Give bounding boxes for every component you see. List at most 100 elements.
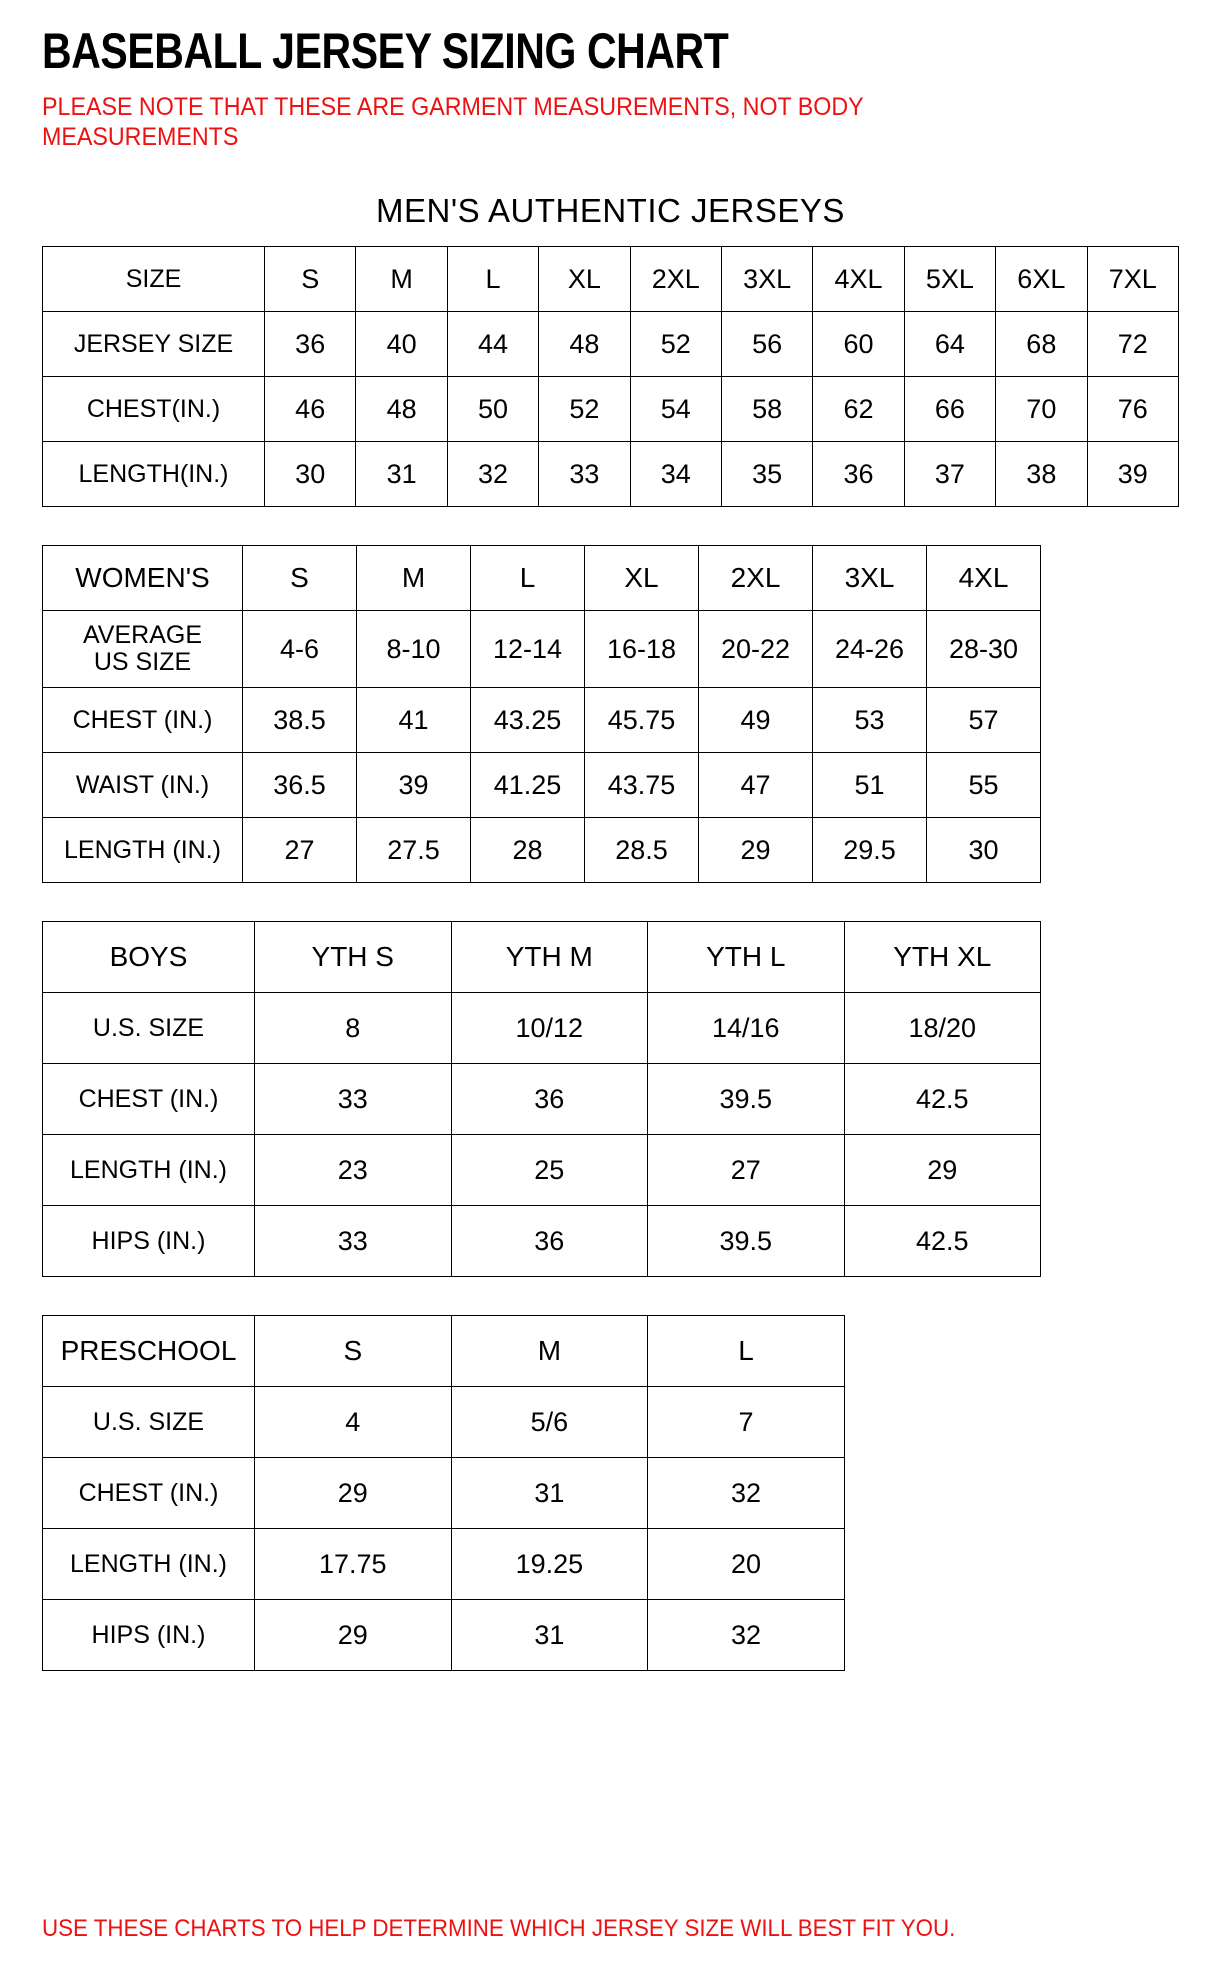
table-cell: 35: [720, 441, 814, 507]
preschool-header-label: PRESCHOOL: [42, 1315, 255, 1387]
table-row: LENGTH (IN.) 17.75 19.25 20: [42, 1528, 845, 1600]
womens-header-label: WOMEN'S: [42, 545, 243, 611]
table-cell: 30: [263, 441, 357, 507]
row-label: LENGTH (IN.): [42, 1134, 255, 1206]
row-label: AVERAGE US SIZE: [42, 610, 243, 688]
table-row: CHEST (IN.) 29 31 32: [42, 1457, 845, 1529]
table-cell: 31: [355, 441, 448, 507]
table-row: JERSEY SIZE 36 40 44 48 52 56 60 64 68 7…: [42, 311, 1179, 377]
preschool-header-m: M: [450, 1315, 649, 1387]
womens-sizing-table: WOMEN'S S M L XL 2XL 3XL 4XL AVERAGE US …: [42, 545, 1041, 883]
table-cell: 28: [470, 817, 585, 883]
table-cell: 31: [450, 1599, 649, 1671]
table-cell: 43.25: [470, 687, 585, 753]
table-cell: 55: [926, 752, 1041, 818]
mens-header-7xl: 7XL: [1086, 246, 1179, 312]
table-row: U.S. SIZE 8 10/12 14/16 18/20: [42, 992, 1041, 1064]
table-cell: 41: [356, 687, 471, 753]
table-cell: 57: [926, 687, 1041, 753]
table-cell: 18/20: [843, 992, 1041, 1064]
mens-header-2xl: 2XL: [629, 246, 722, 312]
womens-header-s: S: [242, 545, 357, 611]
page-title: BASEBALL JERSEY SIZING CHART: [42, 23, 729, 79]
table-row: CHEST (IN.) 38.5 41 43.25 45.75 49 53 57: [42, 687, 1041, 753]
table-cell: 28-30: [926, 610, 1041, 688]
table-row: LENGTH (IN.) 23 25 27 29: [42, 1134, 1041, 1206]
table-cell: 36: [450, 1205, 648, 1277]
table-cell: 12-14: [470, 610, 585, 688]
table-cell: 64: [903, 311, 997, 377]
boys-header-yth-l: YTH L: [647, 921, 845, 993]
table-row: CHEST (IN.) 33 36 39.5 42.5: [42, 1063, 1041, 1135]
table-row: LENGTH(IN.) 30 31 32 33 34 35 36 37 38 3…: [42, 441, 1179, 507]
table-cell: 10/12: [450, 992, 648, 1064]
table-row: LENGTH (IN.) 27 27.5 28 28.5 29 29.5 30: [42, 817, 1041, 883]
mens-header-size: SIZE: [42, 246, 265, 312]
table-cell: 43.75: [584, 752, 699, 818]
table-cell: 32: [647, 1599, 845, 1671]
table-cell: 27: [242, 817, 357, 883]
row-label-line2: US SIZE: [93, 648, 192, 676]
table-cell: 4: [254, 1386, 452, 1458]
table-cell: 8-10: [356, 610, 471, 688]
table-cell: 33: [254, 1063, 452, 1135]
table-cell: 28.5: [584, 817, 699, 883]
table-cell: 36.5: [242, 752, 357, 818]
table-row: AVERAGE US SIZE 4-6 8-10 12-14 16-18 20-…: [42, 610, 1041, 688]
table-row: U.S. SIZE 4 5/6 7: [42, 1386, 845, 1458]
row-label: HIPS (IN.): [42, 1205, 255, 1277]
boys-header-yth-xl: YTH XL: [843, 921, 1041, 993]
boys-header-row: BOYS YTH S YTH M YTH L YTH XL: [42, 921, 1041, 993]
table-cell: 51: [812, 752, 927, 818]
table-row: WAIST (IN.) 36.5 39 41.25 43.75 47 51 55: [42, 752, 1041, 818]
table-cell: 42.5: [843, 1205, 1041, 1277]
table-cell: 27.5: [356, 817, 471, 883]
table-cell: 30: [926, 817, 1041, 883]
table-cell: 45.75: [584, 687, 699, 753]
mens-header-s: S: [263, 246, 357, 312]
table-cell: 42.5: [843, 1063, 1041, 1135]
table-cell: 33: [538, 441, 631, 507]
table-cell: 70: [995, 376, 1088, 442]
table-cell: 36: [263, 311, 357, 377]
mens-header-row: SIZE S M L XL 2XL 3XL 4XL 5XL 6XL 7XL: [42, 246, 1179, 312]
table-cell: 58: [720, 376, 814, 442]
mens-header-5xl: 5XL: [903, 246, 997, 312]
table-cell: 53: [812, 687, 927, 753]
womens-header-row: WOMEN'S S M L XL 2XL 3XL 4XL: [42, 545, 1041, 611]
table-cell: 23: [254, 1134, 452, 1206]
boys-header-yth-s: YTH S: [254, 921, 452, 993]
mens-sizing-table: MEN'S AUTHENTIC JERSEYS SIZE S M L XL 2X…: [42, 176, 1179, 507]
table-cell: 34: [629, 441, 722, 507]
row-label: CHEST (IN.): [42, 1457, 255, 1529]
table-cell: 48: [355, 376, 448, 442]
table-row: CHEST(IN.) 46 48 50 52 54 58 62 66 70 76: [42, 376, 1179, 442]
table-cell: 38.5: [242, 687, 357, 753]
preschool-header-row: PRESCHOOL S M L: [42, 1315, 845, 1387]
table-cell: 36: [450, 1063, 648, 1135]
table-cell: 19.25: [450, 1528, 649, 1600]
table-cell: 39: [356, 752, 471, 818]
table-cell: 31: [450, 1457, 649, 1529]
table-cell: 60: [812, 311, 905, 377]
table-cell: 47: [698, 752, 813, 818]
table-cell: 17.75: [254, 1528, 452, 1600]
table-cell: 49: [698, 687, 813, 753]
table-cell: 24-26: [812, 610, 927, 688]
table-cell: 72: [1086, 311, 1179, 377]
preschool-header-l: L: [647, 1315, 845, 1387]
table-cell: 39.5: [647, 1063, 845, 1135]
row-label: LENGTH(IN.): [42, 441, 265, 507]
mens-header-6xl: 6XL: [995, 246, 1088, 312]
row-label: LENGTH (IN.): [42, 817, 243, 883]
table-cell: 29: [254, 1599, 452, 1671]
table-cell: 41.25: [470, 752, 585, 818]
table-cell: 4-6: [242, 610, 357, 688]
mens-header-3xl: 3XL: [720, 246, 814, 312]
row-label-line1: AVERAGE: [82, 621, 203, 649]
table-cell: 62: [812, 376, 905, 442]
table-cell: 40: [355, 311, 448, 377]
boys-header-label: BOYS: [42, 921, 255, 993]
preschool-sizing-table: PRESCHOOL S M L U.S. SIZE 4 5/6 7 CHEST …: [42, 1315, 845, 1671]
table-cell: 37: [903, 441, 997, 507]
